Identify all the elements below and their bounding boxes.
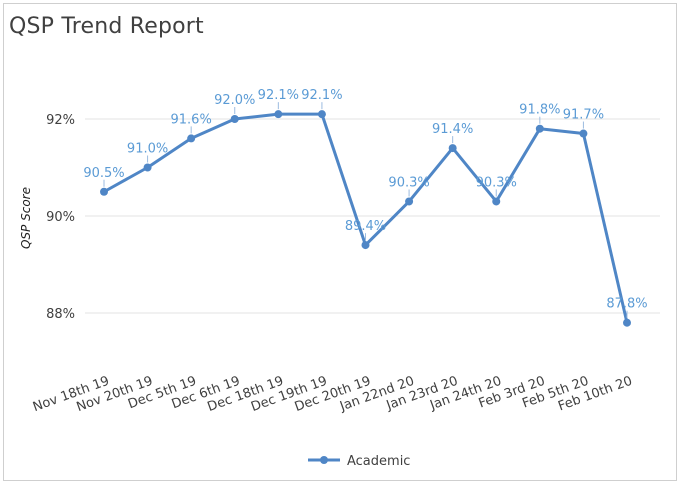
legend-marker-academic [320,456,328,464]
legend-label-academic: Academic [347,454,410,469]
series-academic [100,110,631,327]
data-label: 92.1% [301,88,342,103]
data-label: 92.1% [258,88,299,103]
chart-frame [3,3,677,481]
data-point [143,163,152,172]
data-label: 89.4% [345,219,386,234]
data-point [100,187,108,196]
y-tick-label: 92% [46,113,75,128]
data-label: 91.0% [127,142,168,157]
data-point [317,110,326,119]
data-label: 90.3% [476,175,517,190]
data-point [448,144,457,153]
data-label: 87.8% [606,297,647,312]
gridlines [85,118,660,314]
data-label: 91.6% [171,112,212,127]
y-tick-label: 90% [46,210,75,225]
data-point [492,197,501,206]
chart-title: QSP Trend Report [9,14,204,39]
data-label: 91.7% [563,108,604,123]
data-labels: 90.5%91.0%91.6%92.0% 92.1% 92.1%89.4%90.3%… [83,88,648,318]
data-point [623,318,631,327]
legend: Academic [308,454,410,469]
data-label: 91.4% [432,122,473,137]
data-label: 90.3% [388,175,429,190]
data-label: 91.8% [519,103,560,118]
y-axis-label: QSP Score [19,187,33,249]
y-axis-ticks: 88% 90% 92% [46,113,75,322]
data-point [230,115,239,123]
data-point [187,134,196,143]
data-point [361,241,370,250]
data-label: 92.0% [214,93,255,108]
data-point [405,197,414,206]
data-point [274,110,283,119]
data-point [535,124,544,133]
data-label: 90.5% [83,166,124,181]
y-tick-label: 88% [46,307,75,322]
data-point [579,129,588,138]
